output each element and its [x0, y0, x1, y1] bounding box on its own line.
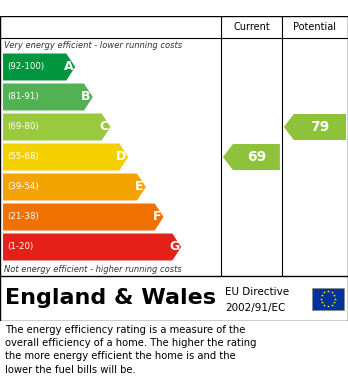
- Text: (92-100): (92-100): [7, 63, 44, 72]
- Bar: [312, 287, 344, 310]
- Text: (39-54): (39-54): [7, 183, 39, 192]
- Text: (55-68): (55-68): [7, 152, 39, 161]
- Text: The energy efficiency rating is a measure of the
overall efficiency of a home. T: The energy efficiency rating is a measur…: [5, 325, 256, 375]
- Polygon shape: [284, 114, 346, 140]
- Polygon shape: [3, 203, 164, 231]
- Polygon shape: [3, 233, 181, 260]
- Text: A: A: [63, 61, 73, 74]
- Text: England & Wales: England & Wales: [5, 289, 216, 308]
- Text: 2002/91/EC: 2002/91/EC: [225, 303, 285, 312]
- Text: Very energy efficient - lower running costs: Very energy efficient - lower running co…: [4, 41, 182, 50]
- Text: Energy Efficiency Rating: Energy Efficiency Rating: [10, 0, 232, 16]
- Polygon shape: [3, 174, 146, 201]
- Text: D: D: [116, 151, 126, 163]
- Text: Potential: Potential: [293, 22, 337, 32]
- Text: (1-20): (1-20): [7, 242, 33, 251]
- Text: F: F: [152, 210, 161, 224]
- Text: Current: Current: [233, 22, 270, 32]
- Text: (81-91): (81-91): [7, 93, 39, 102]
- Text: G: G: [169, 240, 180, 253]
- Polygon shape: [3, 84, 93, 111]
- Text: Not energy efficient - higher running costs: Not energy efficient - higher running co…: [4, 264, 182, 273]
- Text: C: C: [99, 120, 108, 133]
- Text: EU Directive: EU Directive: [225, 287, 289, 297]
- Text: E: E: [135, 181, 143, 194]
- Text: B: B: [81, 90, 91, 104]
- Text: 69: 69: [247, 150, 266, 164]
- Text: 79: 79: [310, 120, 330, 134]
- Text: (69-80): (69-80): [7, 122, 39, 131]
- Polygon shape: [3, 113, 111, 140]
- Polygon shape: [223, 144, 280, 170]
- Polygon shape: [3, 143, 128, 170]
- Polygon shape: [3, 54, 75, 81]
- Text: (21-38): (21-38): [7, 212, 39, 221]
